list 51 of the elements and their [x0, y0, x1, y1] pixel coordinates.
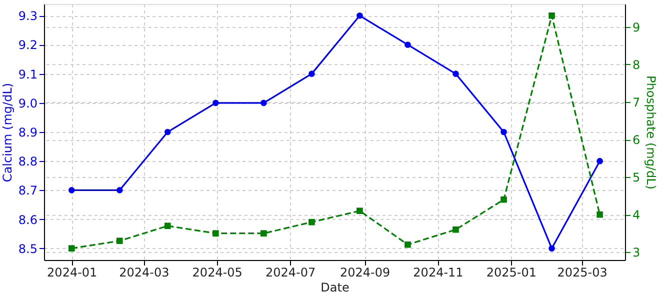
point — [212, 230, 219, 237]
x-tick-label: 2025-03 — [557, 266, 608, 280]
point — [356, 208, 363, 214]
y2-tick-label: 5 — [632, 170, 640, 185]
y2-tick-label: 7 — [632, 95, 640, 110]
y-tick-label: 9.3 — [18, 9, 38, 24]
y-axis-title: Calcium (mg/dL) — [0, 82, 14, 182]
y-tick-label: 8.5 — [18, 242, 38, 256]
point — [308, 218, 315, 226]
y-tick-label: 8.7 — [18, 184, 38, 198]
x-tick-label: 2024-01 — [47, 266, 98, 280]
x-tick-label: 2024-07 — [266, 266, 316, 280]
y2-tick-label: 8 — [632, 58, 640, 72]
x-tick-label: 2024-03 — [119, 266, 170, 280]
point — [164, 128, 171, 136]
y-tick-label: 8.8 — [18, 154, 38, 169]
y2-tick-label: 4 — [632, 208, 640, 222]
point — [116, 238, 123, 244]
x-tick-label: 2024-11 — [413, 266, 464, 280]
point — [596, 158, 603, 164]
x-tick-label: 2024-05 — [192, 266, 242, 280]
y-tick-label: 9.0 — [18, 96, 38, 110]
point — [164, 222, 171, 230]
point — [548, 245, 555, 252]
y2-axis-title: Phosphate (mg/dL) — [644, 76, 658, 190]
x-tick-label: 2024-09 — [340, 266, 390, 280]
point — [404, 241, 411, 248]
point — [452, 70, 459, 77]
point — [356, 12, 363, 19]
y-tick-label: 8.9 — [18, 126, 38, 140]
point — [260, 100, 267, 106]
point — [500, 128, 507, 136]
point — [452, 226, 459, 233]
point — [68, 187, 75, 194]
point — [596, 211, 603, 218]
y-tick-label: 8.6 — [18, 212, 38, 227]
y2-tick-label: 3 — [632, 246, 640, 260]
point — [68, 245, 75, 252]
y-tick-label: 9.1 — [18, 67, 38, 82]
y2-tick-label: 9 — [632, 20, 640, 34]
x-axis-title: Date — [320, 280, 350, 294]
y-tick-label: 9.2 — [18, 38, 38, 52]
point — [500, 196, 507, 203]
point — [404, 42, 411, 48]
point — [260, 230, 267, 237]
point — [548, 12, 555, 19]
point — [212, 100, 219, 106]
y2-tick-label: 6 — [632, 133, 640, 148]
point — [116, 187, 123, 194]
x-tick-label: 2025-01 — [486, 266, 537, 280]
point — [308, 70, 315, 77]
